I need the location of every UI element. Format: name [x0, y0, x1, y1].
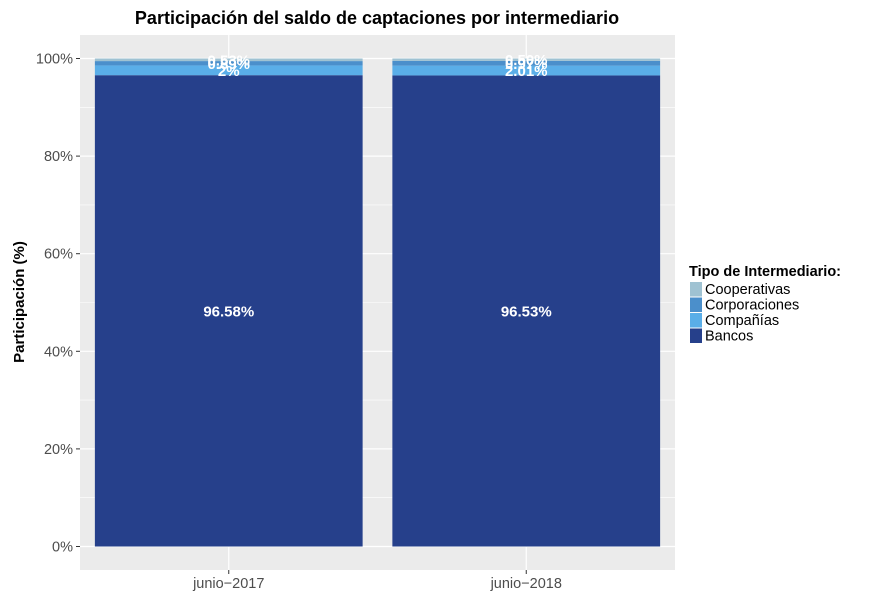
legend-item: Bancos: [690, 328, 753, 345]
data-label: 0.50%: [505, 52, 548, 69]
y-tick-label: 0%: [52, 540, 73, 556]
y-axis-label: Participación (%): [11, 241, 28, 363]
y-tick-label: 100%: [36, 52, 73, 68]
legend-swatch: [690, 282, 702, 297]
bar-segment: [392, 60, 661, 66]
bar-segment: [392, 65, 661, 76]
legend-swatch: [690, 328, 702, 343]
data-label: 2%: [218, 63, 240, 80]
bar-segment: [94, 75, 363, 547]
legend-label: Compañías: [705, 313, 779, 329]
bar-segment: [94, 58, 363, 62]
y-axis: 0% 20% 40% 60% 80% 100%: [36, 52, 80, 556]
data-label: 2.01%: [505, 63, 548, 80]
legend-item: Corporaciones: [690, 297, 799, 314]
legend-label: Corporaciones: [705, 298, 799, 314]
data-label: 96.58%: [203, 303, 254, 320]
bar-segment: [94, 61, 363, 66]
legend-item: Cooperativas: [690, 282, 790, 298]
bar-stack: 96.58% 2%0.89%0.53%: [94, 52, 363, 547]
bar-segment: [392, 58, 661, 61]
chart-title: Participación del saldo de captaciones p…: [135, 8, 619, 28]
bar-segment: [94, 65, 363, 76]
bar-stack: 96.53% 2.01%0.97%0.50%: [392, 52, 661, 547]
legend-item: Compañías: [690, 313, 779, 329]
data-label: 0.53%: [207, 52, 250, 69]
x-axis: junio−2017 junio−2018: [192, 570, 562, 592]
x-tick-label: junio−2018: [490, 576, 562, 592]
legend-swatch: [690, 297, 702, 312]
y-tick-label: 60%: [44, 247, 73, 263]
legend-title: Tipo de Intermediario:: [689, 264, 841, 280]
y-tick-label: 20%: [44, 442, 73, 458]
y-tick-label: 80%: [44, 149, 73, 165]
x-tick-label: junio−2017: [192, 576, 264, 592]
y-tick-label: 40%: [44, 344, 73, 360]
bar-segment: [392, 75, 661, 547]
data-label: 0.97%: [505, 56, 548, 73]
data-label: 96.53%: [501, 303, 552, 320]
legend-label: Cooperativas: [705, 282, 790, 298]
legend-swatch: [690, 313, 702, 328]
bars: 96.58% 2%0.89%0.53% 96.53% 2.01%0.97%0.50%: [94, 52, 661, 547]
data-label: 0.89%: [207, 56, 250, 73]
legend-label: Bancos: [705, 329, 753, 345]
legend: Tipo de Intermediario: CooperativasCorpo…: [689, 264, 841, 345]
